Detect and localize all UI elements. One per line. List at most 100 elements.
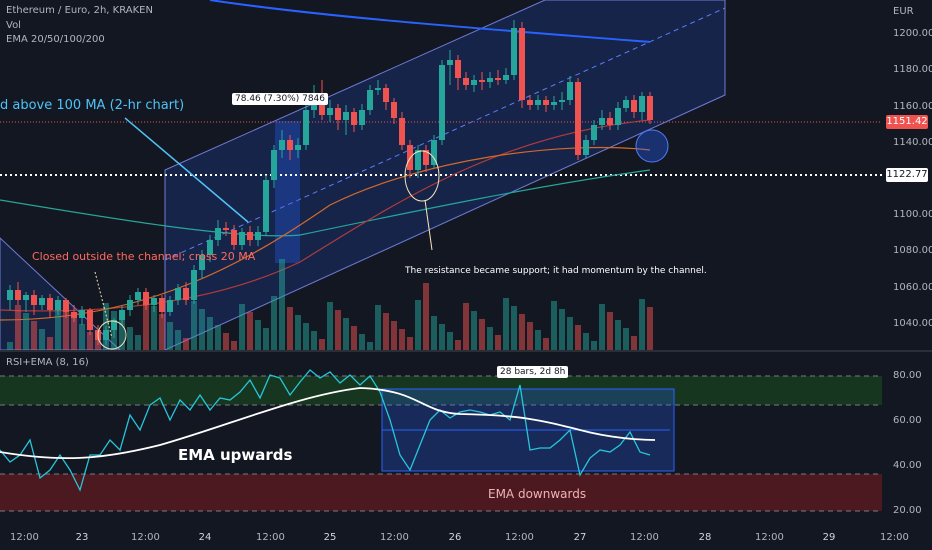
ema-200 bbox=[209, 0, 651, 43]
candle-body bbox=[15, 290, 21, 300]
volume-bar bbox=[263, 328, 269, 350]
time-tick: 12:00 bbox=[880, 532, 909, 543]
candle-body bbox=[271, 150, 277, 180]
candle-body bbox=[31, 295, 37, 305]
volume-bar bbox=[415, 300, 421, 350]
target-circle bbox=[635, 129, 669, 163]
candle-body bbox=[231, 230, 237, 245]
volume-bar bbox=[591, 341, 597, 350]
volume-bar bbox=[543, 338, 549, 350]
candle-body bbox=[455, 60, 461, 78]
volume-bar bbox=[575, 325, 581, 350]
volume-bar bbox=[559, 309, 565, 350]
rsi-tick: 20.00 bbox=[893, 505, 922, 516]
candle-body bbox=[623, 100, 629, 108]
time-tick: 28 bbox=[698, 532, 712, 543]
volume-bar bbox=[351, 326, 357, 350]
ema-50 bbox=[0, 119, 651, 312]
overbought-zone bbox=[0, 376, 882, 405]
volume-bar bbox=[327, 302, 333, 350]
volume-bar bbox=[167, 322, 173, 350]
candle-body bbox=[223, 228, 229, 230]
volume-bar bbox=[79, 324, 85, 350]
candle-body bbox=[391, 102, 397, 118]
candle-body bbox=[151, 298, 157, 305]
candle-body bbox=[439, 65, 445, 140]
time-tick: 29 bbox=[822, 532, 836, 543]
candle-body bbox=[311, 100, 317, 110]
volume-bar bbox=[119, 319, 125, 350]
price-tick: 1080.00 bbox=[893, 245, 932, 256]
support-ellipse bbox=[404, 150, 440, 202]
candle-body bbox=[447, 60, 453, 65]
volume-bar bbox=[143, 298, 149, 350]
price-tick: 1140.00 bbox=[893, 137, 932, 148]
candle-body bbox=[367, 90, 373, 110]
candle-body bbox=[247, 232, 253, 240]
candle-body bbox=[487, 78, 493, 82]
candle-body bbox=[167, 300, 173, 312]
volume-bar bbox=[615, 320, 621, 350]
volume-bar bbox=[71, 316, 77, 350]
candle-body bbox=[567, 82, 573, 100]
candle-body bbox=[215, 228, 221, 240]
arrow-above-ma bbox=[124, 117, 249, 223]
candle-body bbox=[63, 300, 69, 312]
volume-bar bbox=[647, 307, 653, 350]
candle-body bbox=[55, 300, 61, 310]
volume-bar bbox=[31, 321, 37, 350]
volume-bar bbox=[151, 306, 157, 350]
candle-body bbox=[239, 232, 245, 245]
volume-bar bbox=[231, 341, 237, 350]
time-tick: 12:00 bbox=[755, 532, 784, 543]
annotation-above-ma: d above 100 MA (2-hr chart) bbox=[0, 98, 185, 113]
candle-body bbox=[335, 108, 341, 120]
candle-body bbox=[599, 118, 605, 125]
price-tick: 1200.00 bbox=[893, 28, 932, 39]
candle-body bbox=[631, 100, 637, 112]
candle-body bbox=[511, 28, 517, 75]
price-tick: 1100.00 bbox=[893, 209, 932, 220]
volume-bar bbox=[631, 336, 637, 350]
candle-body bbox=[463, 78, 469, 85]
annotation-resistance-support: The resistance became support; it had mo… bbox=[405, 266, 707, 276]
candle-body bbox=[263, 180, 269, 232]
candle-body bbox=[303, 110, 309, 145]
volume-bar bbox=[567, 317, 573, 350]
time-tick: 12:00 bbox=[380, 532, 409, 543]
time-tick: 12:00 bbox=[131, 532, 160, 543]
volume-bar bbox=[271, 296, 277, 350]
volume-bar bbox=[399, 329, 405, 350]
candle-body bbox=[111, 320, 117, 330]
candle-body bbox=[527, 100, 533, 105]
volume-bar bbox=[15, 305, 21, 350]
candle-body bbox=[287, 140, 293, 150]
candle-body bbox=[279, 140, 285, 150]
candle-body bbox=[199, 255, 205, 270]
candle-body bbox=[383, 88, 389, 102]
annotation-ema-up: EMA upwards bbox=[178, 446, 293, 464]
candle-body bbox=[351, 112, 357, 125]
ema-100 bbox=[0, 169, 651, 237]
volume-bar bbox=[471, 311, 477, 350]
volume-bar bbox=[63, 308, 69, 350]
candle-body bbox=[591, 125, 597, 140]
rsi-tick: 60.00 bbox=[893, 415, 922, 426]
volume-bar bbox=[7, 342, 13, 350]
volume-bar bbox=[423, 283, 429, 350]
volume-bar bbox=[135, 335, 141, 350]
volume-bar bbox=[439, 324, 445, 350]
ema-20 bbox=[0, 146, 651, 321]
arrow-closed bbox=[94, 271, 113, 339]
arrow-resistance bbox=[424, 199, 433, 251]
volume-bar bbox=[239, 304, 245, 350]
volume-bar bbox=[295, 315, 301, 350]
candle-body bbox=[639, 96, 645, 112]
volume-bar bbox=[159, 314, 165, 350]
time-tick: 27 bbox=[573, 532, 587, 543]
annotation-closed-outside: Closed outside the channel; cross 20 MA bbox=[32, 250, 256, 263]
volume-bar bbox=[551, 301, 557, 350]
volume-bar bbox=[519, 314, 525, 350]
price-tick: 1060.00 bbox=[893, 282, 932, 293]
